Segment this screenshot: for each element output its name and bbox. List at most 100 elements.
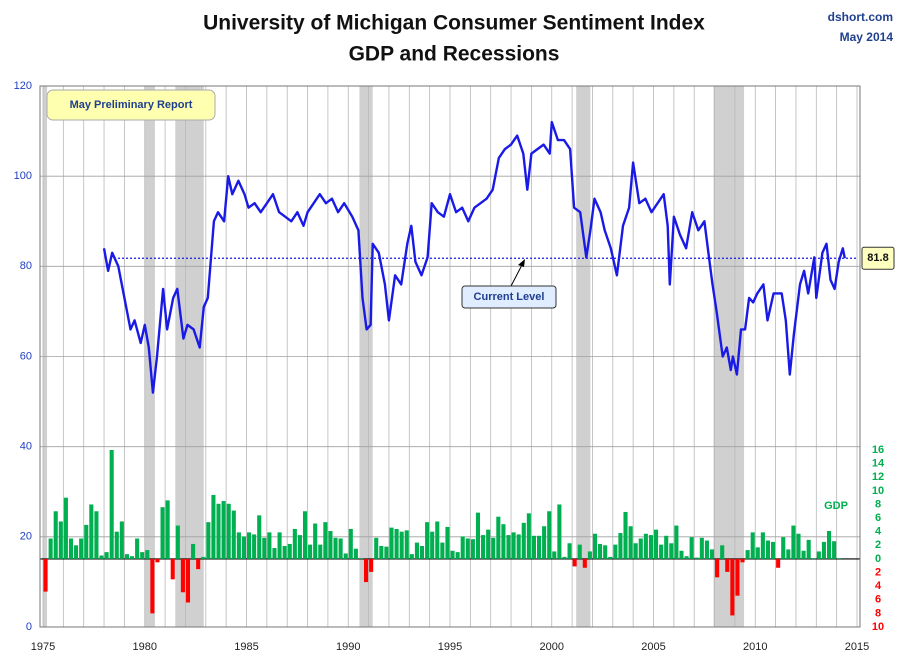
gdp-bar	[643, 533, 648, 559]
gdp-bar	[709, 549, 715, 559]
y2-tick-label: 14	[872, 458, 885, 470]
gdp-bar	[247, 532, 252, 559]
y2-tick-label: 12	[872, 471, 884, 483]
gdp-bar	[369, 558, 374, 572]
gdp-bar	[68, 538, 74, 559]
gdp-bar	[84, 524, 89, 559]
gdp-bar	[826, 531, 832, 559]
gdp-bar	[165, 500, 170, 559]
gdp-bar	[806, 539, 811, 559]
plot-frame	[39, 85, 861, 628]
gdp-bar	[475, 512, 481, 559]
gdp-bar	[470, 539, 475, 559]
x-tick-label: 2000	[540, 641, 564, 653]
gdp-bar	[435, 521, 440, 559]
y-tick-label: 40	[20, 441, 32, 453]
gdp-bar	[582, 558, 587, 568]
gdp-bar	[450, 550, 455, 559]
gdp-bar	[725, 558, 730, 572]
gdp-bar	[191, 543, 196, 559]
gdp-bar	[796, 533, 801, 559]
gdp-bar	[252, 534, 257, 559]
gdp-bar	[592, 533, 598, 559]
y2-tick-label: 8	[875, 498, 881, 510]
chart-subtitle: GDP and Recessions	[349, 43, 560, 66]
source: dshort.com	[828, 10, 893, 24]
gdp-bar	[715, 558, 720, 578]
gdp-bar	[526, 513, 531, 559]
gdp-bar	[43, 558, 48, 592]
gdp-bar	[760, 532, 765, 559]
arrow-head	[518, 259, 525, 267]
gdp-bar	[501, 524, 506, 559]
gdp-bar	[771, 541, 776, 559]
gdp-bar	[572, 558, 577, 567]
gdp-bar	[628, 526, 633, 559]
gdp-bar	[776, 558, 781, 568]
gdp-bar	[358, 558, 364, 559]
gdp-bar	[506, 535, 511, 559]
gdp-bar	[241, 536, 246, 559]
gdp-bar	[740, 558, 745, 563]
gdp-bar	[124, 554, 129, 559]
gdp-bar	[562, 556, 567, 559]
gdp-bar	[140, 552, 145, 559]
gdp-bar	[536, 535, 542, 559]
chart-title: University of Michigan Consumer Sentimen…	[203, 12, 705, 35]
gdp-bar	[399, 531, 404, 559]
gdp-bar	[53, 511, 58, 559]
gdp-bar	[129, 556, 135, 559]
gdp-bar	[735, 558, 740, 596]
gdp-bar	[211, 494, 216, 559]
x-tick-label: 1980	[133, 641, 157, 653]
y-tick-label: 100	[14, 170, 32, 182]
gdp-bar	[755, 547, 760, 559]
gdp-bar	[664, 535, 669, 559]
gdp-bar	[323, 522, 328, 559]
gdp-bar	[353, 548, 358, 559]
gdp-bar	[486, 529, 491, 559]
gdp-bar	[659, 544, 664, 559]
gdp-bar	[542, 526, 547, 559]
x-tick-label: 1990	[336, 641, 360, 653]
gdp-bar	[587, 551, 592, 559]
gdp-bar	[109, 450, 114, 559]
gdp-bar	[277, 532, 282, 559]
gdp-bar	[567, 543, 572, 559]
gdp-label: GDP	[824, 500, 848, 512]
gdp-bar	[832, 541, 837, 559]
gdp-bar	[516, 534, 521, 559]
y2-tick-label: 0	[875, 553, 881, 565]
gdp-bar	[231, 510, 236, 559]
annotation-box	[461, 285, 557, 309]
gdp-bar	[313, 523, 318, 559]
gdp-bar	[297, 535, 302, 559]
gdp-bar	[547, 511, 552, 559]
gdp-bar	[364, 558, 369, 583]
annotation: Current Level	[474, 291, 545, 303]
x-tick-label: 1985	[234, 641, 258, 653]
gdp-bar	[89, 504, 94, 559]
gdp-bar	[206, 522, 211, 559]
report-label: May Preliminary Report	[70, 99, 193, 111]
gdp-bar	[603, 545, 608, 559]
gdp-bar	[63, 497, 68, 559]
gdp-bar	[99, 555, 104, 559]
gdp-bar	[638, 538, 643, 559]
gdp-bar	[430, 531, 435, 559]
gdp-bar	[374, 537, 379, 559]
y-tick-label: 20	[20, 531, 32, 543]
gdp-bar	[308, 544, 313, 559]
gdp-bar	[414, 542, 419, 559]
gdp-bar	[791, 525, 796, 559]
gdp-bar	[801, 550, 806, 559]
gdp-bar	[160, 507, 165, 559]
y2-tick-label: 2	[875, 566, 881, 578]
gdp-bar	[613, 544, 618, 559]
x-tick-label: 2015	[845, 641, 869, 653]
gdp-bar	[226, 503, 231, 559]
gdp-bar	[287, 543, 292, 559]
gdp-bar	[552, 551, 557, 559]
gdp-bar	[48, 538, 53, 559]
